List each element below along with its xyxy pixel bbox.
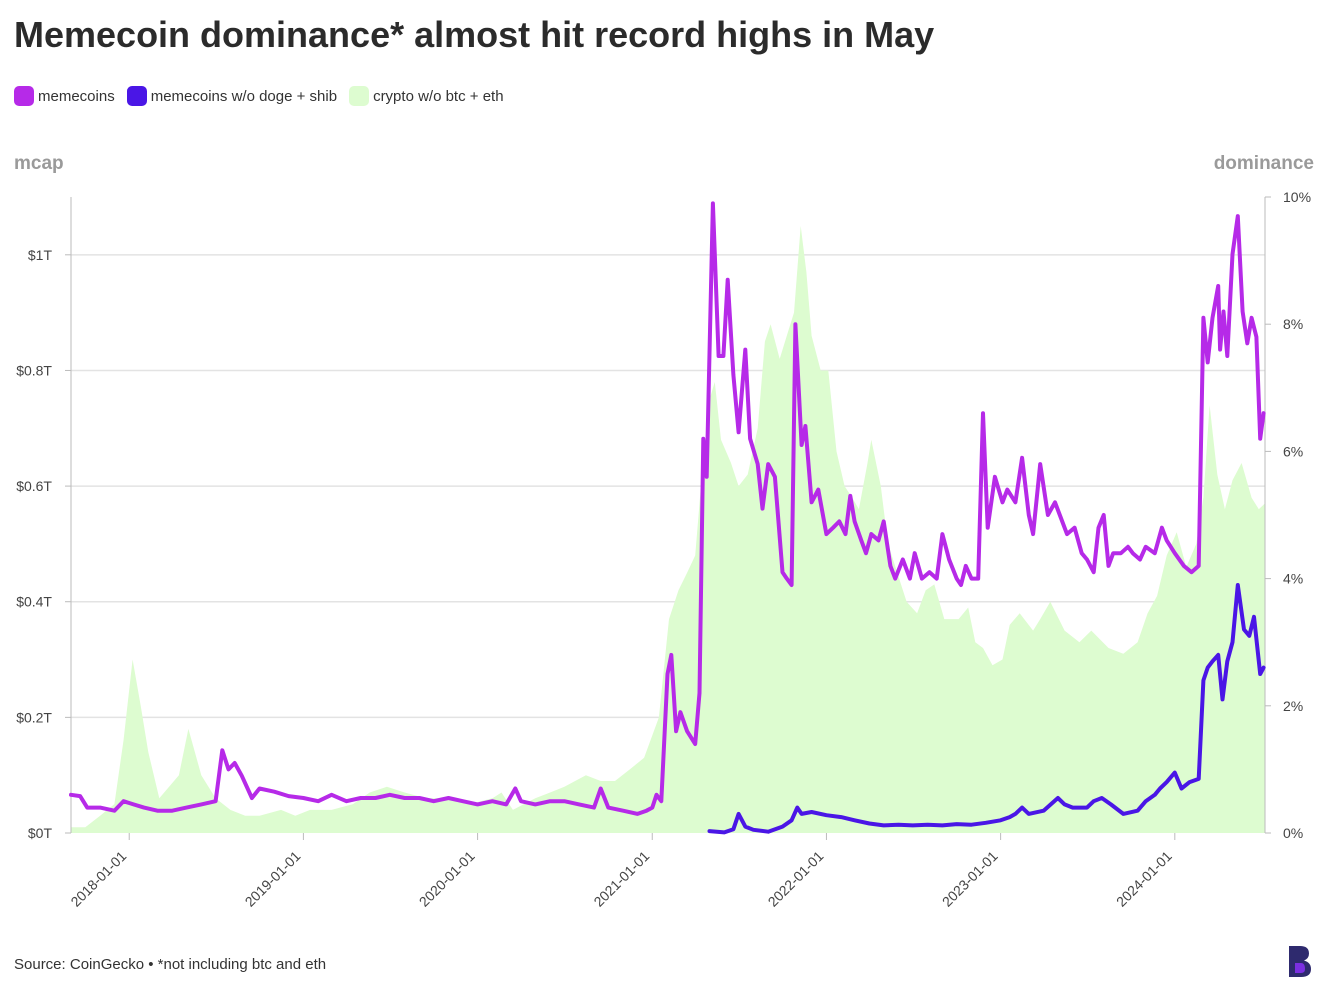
b-logo-icon bbox=[1289, 946, 1311, 977]
legend-swatch-crypto-wo-btc-eth bbox=[349, 86, 370, 106]
x-tick-label: 2022-01-01 bbox=[765, 848, 827, 910]
series-area-crypto-w-o-btc-eth bbox=[71, 225, 1265, 833]
legend-swatch-memecoins bbox=[14, 86, 34, 106]
x-tick-label: 2024-01-01 bbox=[1113, 848, 1175, 910]
legend-item-crypto-wo-btc-eth[interactable]: crypto w/o btc + eth bbox=[349, 86, 504, 106]
x-tick-label: 2018-01-01 bbox=[67, 848, 129, 910]
series-line-memecoins-w-o-doge-shib bbox=[707, 583, 1266, 835]
x-tick-label: 2019-01-01 bbox=[242, 848, 304, 910]
y-left-tick-label: $1T bbox=[28, 247, 53, 263]
right-axis-unit-label: dominance bbox=[1213, 153, 1314, 174]
y-left-tick-label: $0T bbox=[28, 825, 53, 841]
legend-label-memecoins-wo-doge-shib: memecoins w/o doge + shib bbox=[150, 87, 338, 105]
left-axis-unit-label: mcap bbox=[14, 153, 64, 174]
axis-layer bbox=[65, 196, 1271, 840]
y-right-tick-label: 0% bbox=[1283, 825, 1303, 841]
series-line-memecoins bbox=[69, 201, 1266, 816]
y-left-tick-label: $0.6T bbox=[16, 478, 52, 494]
legend-label-memecoins: memecoins bbox=[38, 87, 115, 105]
legend-item-memecoins-wo-doge-shib[interactable]: memecoins w/o doge + shib bbox=[126, 86, 338, 106]
y-right-tick-label: 6% bbox=[1283, 443, 1303, 459]
y-left-tick-label: $0.4T bbox=[16, 594, 52, 610]
y-left-tick-label: $0.8T bbox=[16, 362, 52, 378]
y-right-tick-label: 2% bbox=[1283, 698, 1303, 714]
x-tick-label: 2021-01-01 bbox=[590, 848, 652, 910]
legend-label-crypto-wo-btc-eth: crypto w/o btc + eth bbox=[373, 87, 504, 105]
legend: memecoins memecoins w/o doge + shib cryp… bbox=[14, 86, 516, 106]
y-right-tick-label: 10% bbox=[1283, 189, 1311, 205]
x-tick-label: 2020-01-01 bbox=[416, 848, 478, 910]
source-note: Source: CoinGecko • *not including btc a… bbox=[14, 956, 327, 973]
y-left-tick-label: $0.2T bbox=[16, 709, 52, 725]
legend-item-memecoins[interactable]: memecoins bbox=[14, 86, 115, 106]
line-layer bbox=[69, 201, 1266, 835]
x-tick-label: 2023-01-01 bbox=[939, 848, 1001, 910]
chart-title: Memecoin dominance* almost hit record hi… bbox=[14, 14, 935, 55]
y-right-tick-label: 4% bbox=[1283, 571, 1303, 587]
legend-swatch-memecoins-wo-doge-shib bbox=[126, 86, 147, 106]
y-right-tick-label: 8% bbox=[1283, 316, 1303, 332]
area-layer bbox=[71, 225, 1265, 833]
